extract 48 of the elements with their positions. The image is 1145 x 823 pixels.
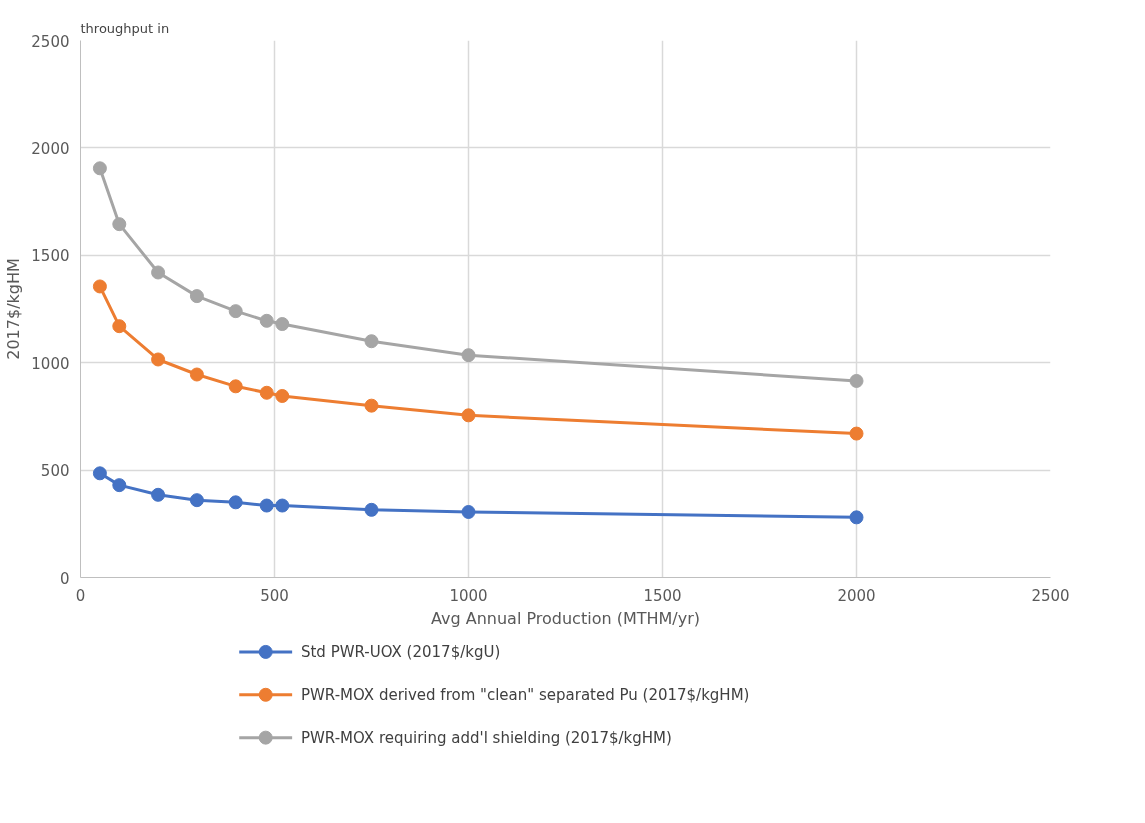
point xyxy=(849,426,864,441)
point xyxy=(259,313,274,328)
point xyxy=(259,385,274,400)
point xyxy=(461,348,476,363)
y-tick-label: 1500 xyxy=(31,247,70,266)
point xyxy=(189,367,204,382)
y-tick-label: 500 xyxy=(40,462,70,481)
y-tick-label: 2500 xyxy=(31,32,70,51)
point xyxy=(275,317,290,332)
point xyxy=(92,466,107,481)
x-tick-label: 2000 xyxy=(837,586,876,605)
legend-label: PWR-MOX requiring add'l shielding (2017$/kgHM) xyxy=(300,728,672,747)
point xyxy=(151,352,166,367)
point xyxy=(461,505,476,519)
point xyxy=(364,398,379,413)
point xyxy=(92,279,107,294)
point xyxy=(151,265,166,280)
point xyxy=(92,161,107,176)
y-tick-label: 2000 xyxy=(31,139,70,158)
point xyxy=(228,495,243,510)
point xyxy=(461,408,476,423)
point xyxy=(112,478,127,493)
x-tick-label: 500 xyxy=(260,586,289,605)
point xyxy=(151,487,166,502)
x-axis-title: Avg Annual Production (MTHM/yr) xyxy=(431,608,700,628)
x-tick-label: 0 xyxy=(75,586,86,605)
point xyxy=(275,389,290,403)
point xyxy=(849,510,864,525)
point xyxy=(275,498,290,513)
point xyxy=(189,493,204,508)
point xyxy=(112,217,127,232)
y-tick-label: 0 xyxy=(59,569,70,588)
point xyxy=(364,334,379,349)
text: throughput in xyxy=(80,20,170,36)
point xyxy=(228,379,243,394)
y-tick-label: 1000 xyxy=(31,354,70,373)
x-tick-label: 1000 xyxy=(449,586,488,605)
point xyxy=(259,498,274,513)
legend-label: PWR-MOX derived from "clean" separated Pu (2017$/kgHM) xyxy=(300,685,750,704)
point xyxy=(364,502,379,517)
point xyxy=(228,304,243,319)
x-tick-label: 1500 xyxy=(643,586,682,605)
point xyxy=(189,289,204,304)
point xyxy=(849,373,864,388)
legend-label: Std PWR-UOX (2017$/kgU) xyxy=(300,642,501,661)
y-axis-title: 2017$/kgHM xyxy=(4,258,24,360)
x-tick-label: 2500 xyxy=(1031,586,1070,605)
point xyxy=(112,319,127,334)
